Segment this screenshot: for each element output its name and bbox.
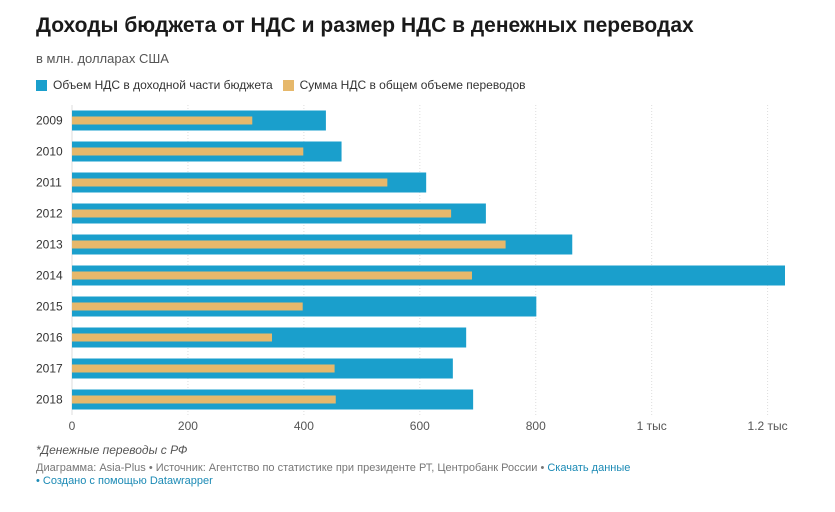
bar-transfers-2013 (72, 240, 506, 249)
category-label-2013: 2013 (36, 238, 63, 252)
category-label-2015: 2015 (36, 300, 63, 314)
category-label-2014: 2014 (36, 269, 63, 283)
bar-transfers-2017 (72, 364, 335, 373)
x-tick-label-5: 1 тыс (637, 419, 667, 430)
x-tick-label-0: 0 (69, 419, 76, 430)
legend-swatch-budget (36, 79, 47, 91)
x-tick-label-1: 200 (178, 419, 198, 430)
bar-transfers-2015 (72, 302, 303, 311)
x-tick-label-4: 800 (526, 419, 546, 430)
bar-transfers-2010 (72, 147, 304, 156)
category-label-2011: 2011 (36, 176, 62, 190)
legend-label-transfers: Сумма НДС в общем объеме переводов (299, 78, 526, 92)
bar-budget-2015 (72, 296, 537, 317)
credits-text: Диаграмма: Asia-Plus • Источник: Агентст… (36, 462, 548, 474)
category-label-2010: 2010 (36, 145, 63, 159)
bar-transfers-2012 (72, 209, 452, 218)
chart-title: Доходы бюджета от НДС и размер НДС в ден… (36, 14, 694, 37)
datawrapper-link[interactable]: • Создано с помощью Datawrapper (36, 475, 213, 487)
category-label-2017: 2017 (36, 362, 63, 376)
x-tick-label-3: 600 (410, 419, 430, 430)
credits: Диаграмма: Asia-Plus • Источник: Агентст… (36, 462, 630, 488)
category-label-2018: 2018 (36, 393, 63, 407)
bar-transfers-2009 (72, 116, 253, 125)
bar-transfers-2014 (72, 271, 472, 280)
bar-transfers-2011 (72, 178, 388, 187)
legend-item-transfers: Сумма НДС в общем объеме переводов (282, 78, 526, 92)
footnote: *Денежные переводы с РФ (36, 443, 188, 457)
category-label-2009: 2009 (36, 114, 63, 128)
bar-chart: 2009 2010 2011 2012 2013 2014 2015 2016 2017 2018… (36, 105, 788, 430)
category-label-2016: 2016 (36, 331, 63, 345)
bar-transfers-2018 (72, 395, 336, 404)
legend-label-budget: Объем НДС в доходной части бюджета (53, 78, 273, 92)
x-tick-label-2: 400 (294, 419, 314, 430)
bar-transfers-2016 (72, 333, 272, 342)
legend-swatch-transfers (282, 79, 294, 91)
legend-item-budget: Объем НДС в доходной части бюджета (36, 78, 273, 92)
category-label-2012: 2012 (36, 207, 63, 221)
chart-subtitle: в млн. долларах США (36, 51, 169, 66)
download-data-link[interactable]: Скачать данные (547, 462, 631, 474)
legend: Объем НДС в доходной части бюджета Сумма… (36, 78, 526, 92)
x-tick-label-6: 1,2 тыс (748, 419, 788, 430)
